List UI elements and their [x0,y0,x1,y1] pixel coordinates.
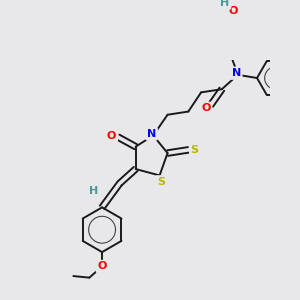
Text: H: H [220,0,230,8]
Text: H: H [89,186,99,197]
Text: O: O [107,130,116,140]
Text: N: N [232,68,241,78]
Text: O: O [228,6,238,16]
Text: N: N [147,129,156,139]
Text: O: O [98,262,107,272]
Text: S: S [157,177,165,187]
Text: O: O [201,103,211,113]
Text: S: S [191,145,199,155]
